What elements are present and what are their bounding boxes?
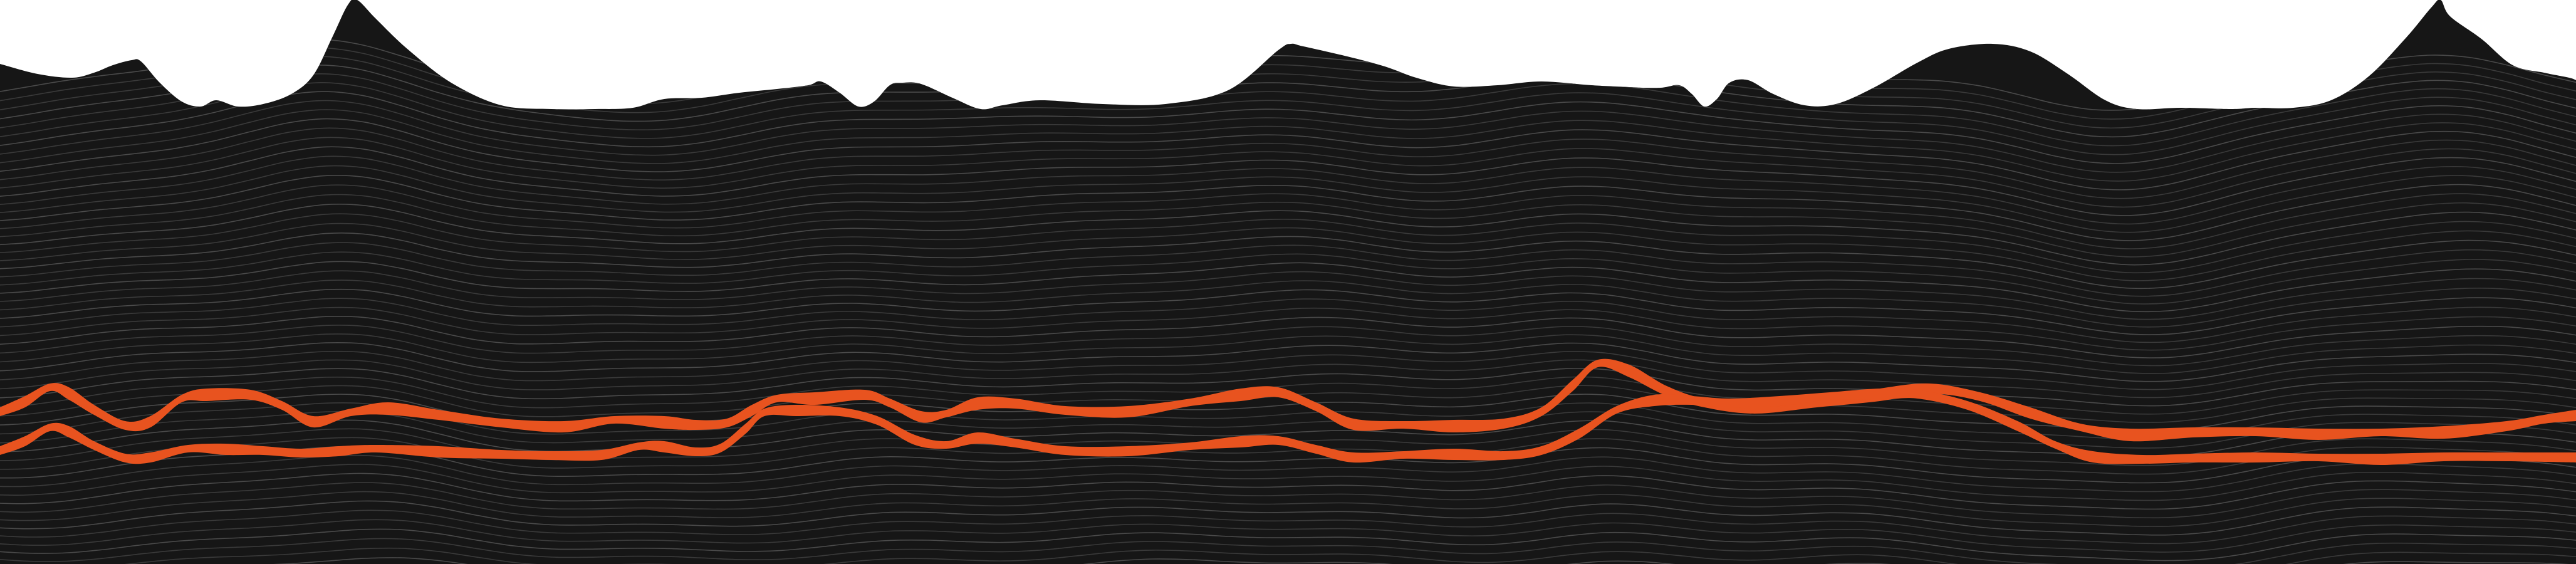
contour-line (0, 155, 2576, 225)
contour-line (0, 82, 2576, 155)
contour-line (0, 91, 2576, 164)
contour-line (0, 368, 2576, 407)
contour-line (0, 270, 2576, 320)
contour-line (0, 137, 2576, 208)
contour-line (0, 519, 2576, 553)
contour-line (0, 288, 2576, 335)
contour-line (0, 279, 2576, 328)
contour-line (0, 109, 2576, 182)
contour-line (0, 454, 2576, 493)
contour-line (0, 204, 2576, 266)
contour-line (0, 473, 2576, 510)
contour-line (0, 325, 2576, 367)
contour-line (0, 464, 2576, 501)
contour-line (0, 194, 2576, 258)
contour-line (0, 333, 2576, 374)
contour-line (0, 127, 2576, 199)
contour-line (0, 509, 2576, 545)
contour-line (0, 491, 2576, 527)
contour-line (0, 65, 2576, 138)
contour-line (0, 376, 2576, 415)
contour-line (0, 213, 2576, 274)
contour-line (0, 175, 2576, 241)
contour-line (0, 306, 2576, 351)
contour-line (0, 222, 2576, 281)
contour-line (0, 184, 2576, 249)
contour-line (0, 316, 2576, 358)
contour-line (0, 298, 2576, 343)
contour-line (0, 410, 2576, 449)
contour-line (0, 528, 2576, 561)
contour-line (0, 350, 2576, 390)
accent-wave-band-lower (0, 388, 2576, 465)
contour-line (0, 47, 2576, 120)
contour-line (0, 342, 2576, 382)
contour-line (0, 232, 2576, 290)
contour-line (0, 547, 2576, 564)
contour-line (0, 251, 2576, 305)
contour-line (0, 359, 2576, 399)
contour-line (0, 73, 2576, 147)
accent-wave-band-upper (0, 358, 2576, 442)
contour-line (0, 261, 2576, 313)
contour-line (0, 146, 2576, 216)
contour-line (0, 165, 2576, 233)
contour-line (0, 557, 2576, 564)
contour-line (0, 118, 2576, 191)
contour-line (0, 500, 2576, 536)
contour-line (0, 56, 2576, 129)
contour-line (0, 482, 2576, 519)
contour-line (0, 242, 2576, 297)
contour-line (0, 100, 2576, 173)
contour-line (0, 538, 2576, 564)
